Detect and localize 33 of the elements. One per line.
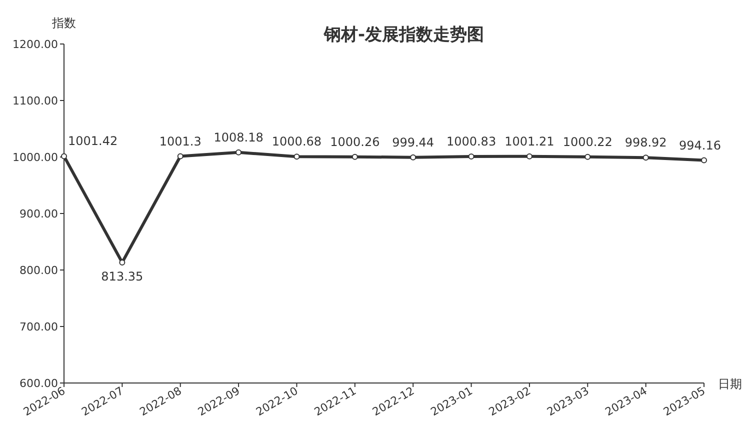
point <box>177 153 184 160</box>
data-label: 999.44 <box>392 135 434 150</box>
y-tick-label: 600.00 <box>20 377 58 390</box>
data-label: 998.92 <box>624 136 667 150</box>
point <box>468 154 474 160</box>
chart-title: 钢材-发展指数走势图 <box>322 25 484 45</box>
point <box>642 154 649 161</box>
point <box>61 153 67 160</box>
y-tick-label: 900.00 <box>20 208 58 220</box>
data-label: 1000.83 <box>446 134 496 149</box>
data-label: 1000.68 <box>272 134 322 149</box>
point <box>584 154 591 160</box>
y-tick-label: 700.00 <box>20 320 58 334</box>
data-label: 1000.26 <box>330 134 380 149</box>
point <box>701 157 707 164</box>
point <box>526 153 532 160</box>
data-label: 813.35 <box>101 269 144 284</box>
data-label: 1008.18 <box>214 130 264 144</box>
data-label: 1001.42 <box>68 134 118 148</box>
y-tick-label: 1000.00 <box>12 151 58 164</box>
y-tick-label: 1100.00 <box>12 94 58 108</box>
data-label: 1000.22 <box>562 134 612 149</box>
y-tick-label: 800.00 <box>20 264 58 277</box>
y-axis-title: 指数 <box>51 16 76 30</box>
data-label: 1001.3 <box>159 134 202 148</box>
point <box>410 154 416 160</box>
data-label: 994.16 <box>679 138 721 152</box>
point <box>236 149 242 156</box>
point <box>294 154 300 160</box>
y-tick-label: 1200.00 <box>12 38 58 51</box>
data-label: 1001.21 <box>504 134 554 148</box>
x-axis-title: 日期 <box>718 377 742 391</box>
point <box>352 154 358 160</box>
